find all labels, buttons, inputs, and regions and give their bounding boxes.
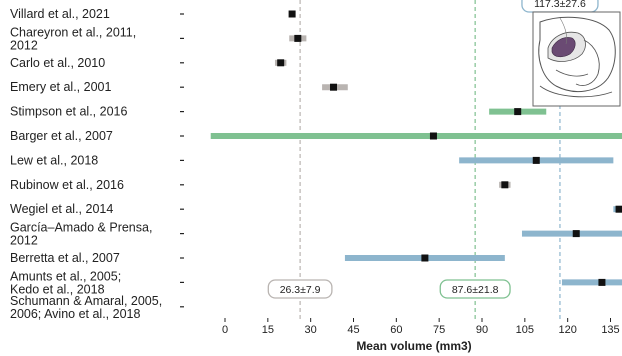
study-label: García–Amado & Prensa, 2012 xyxy=(10,221,152,248)
reference-callout-box xyxy=(439,279,511,299)
study-label-line: 2006; Avino et al., 2018 xyxy=(10,307,140,321)
study-label: Amunts et al., 2005; Kedo et al., 2018 xyxy=(10,269,121,296)
study-mean-point xyxy=(288,10,296,18)
study-mean-point xyxy=(598,278,606,286)
study-label-line: Chareyron et al., 2011, xyxy=(10,25,136,39)
x-tick-label: 90 xyxy=(476,324,488,336)
study-label: Schumann & Amaral, 2005, 2006; Avino et a… xyxy=(10,294,162,321)
study-label-line: Lew et al., 2018 xyxy=(10,153,98,167)
study-label-line: Villard et al., 2021 xyxy=(10,7,110,21)
x-tick-label: 60 xyxy=(390,324,402,336)
study-label: Villard et al., 2021 xyxy=(10,7,110,21)
study-label: Wegiel et al., 2014 xyxy=(10,202,113,216)
x-tick-label: 0 xyxy=(222,324,228,336)
study-label: Barger et al., 2007 xyxy=(10,129,113,143)
study-mean-point xyxy=(501,181,509,189)
reference-lines xyxy=(299,0,561,320)
study-label-line: Carlo et al., 2010 xyxy=(10,56,105,70)
study-mean-point xyxy=(514,108,522,116)
x-tick-label: 75 xyxy=(433,324,445,336)
x-axis: 0153045607590105120135150165 xyxy=(222,318,620,336)
study-mean-point xyxy=(429,132,437,140)
x-tick-label: 135 xyxy=(601,324,619,336)
brain-cross-section-icon xyxy=(532,11,621,107)
study-label-line: Berretta et al., 2007 xyxy=(10,251,120,265)
reference-callouts: 26.3±7.9 87.6±21.8 117.3±27.6 xyxy=(267,0,599,299)
x-tick-label: 120 xyxy=(558,324,576,336)
study-label-line: Schumann & Amaral, 2005, xyxy=(10,294,162,308)
study-label-line: García–Amado & Prensa, xyxy=(10,221,152,235)
reference-callout-label: 117.3±27.6 xyxy=(534,0,586,10)
x-tick-label: 30 xyxy=(305,324,317,336)
study-label: Lew et al., 2018 xyxy=(10,153,98,167)
study-mean-point xyxy=(572,230,580,238)
study-mean-point xyxy=(330,83,338,91)
study-label: Rubinow et al., 2016 xyxy=(10,178,124,192)
study-label-line: Amunts et al., 2005; xyxy=(10,269,121,283)
x-tick-label: 15 xyxy=(262,324,274,336)
study-mean-point xyxy=(615,205,622,213)
study-label-line: Barger et al., 2007 xyxy=(10,129,113,143)
study-label-line: Stimpson et al., 2016 xyxy=(10,105,127,119)
x-tick-label: 45 xyxy=(347,324,359,336)
study-label-line: 2012 xyxy=(10,234,38,248)
study-label: Stimpson et al., 2016 xyxy=(10,105,127,119)
reference-callout-box xyxy=(267,279,333,299)
study-mean-point xyxy=(294,34,302,42)
study-mean-point xyxy=(532,156,540,164)
reference-callout-label: 26.3±7.9 xyxy=(280,284,321,296)
study-label-line: Emery et al., 2001 xyxy=(10,80,111,94)
x-axis-title: Mean volume (mm3) xyxy=(356,339,471,353)
study-label: Emery et al., 2001 xyxy=(10,80,111,94)
study-label-line: Wegiel et al., 2014 xyxy=(10,202,113,216)
study-intervals xyxy=(210,10,622,286)
study-label-line: Kedo et al., 2018 xyxy=(10,282,105,296)
study-mean-point xyxy=(277,59,285,67)
study-label-line: 2012 xyxy=(10,38,38,52)
x-tick-label: 105 xyxy=(516,324,534,336)
study-label-line: Rubinow et al., 2016 xyxy=(10,178,124,192)
study-label: Carlo et al., 2010 xyxy=(10,56,105,70)
study-label: Chareyron et al., 2011, 2012 xyxy=(10,25,136,52)
reference-callout-label: 87.6±21.8 xyxy=(452,284,499,296)
study-mean-point xyxy=(421,254,429,262)
study-labels: Villard et al., 2021 Chareyron et al., 20… xyxy=(10,7,184,321)
study-label: Berretta et al., 2007 xyxy=(10,251,120,265)
